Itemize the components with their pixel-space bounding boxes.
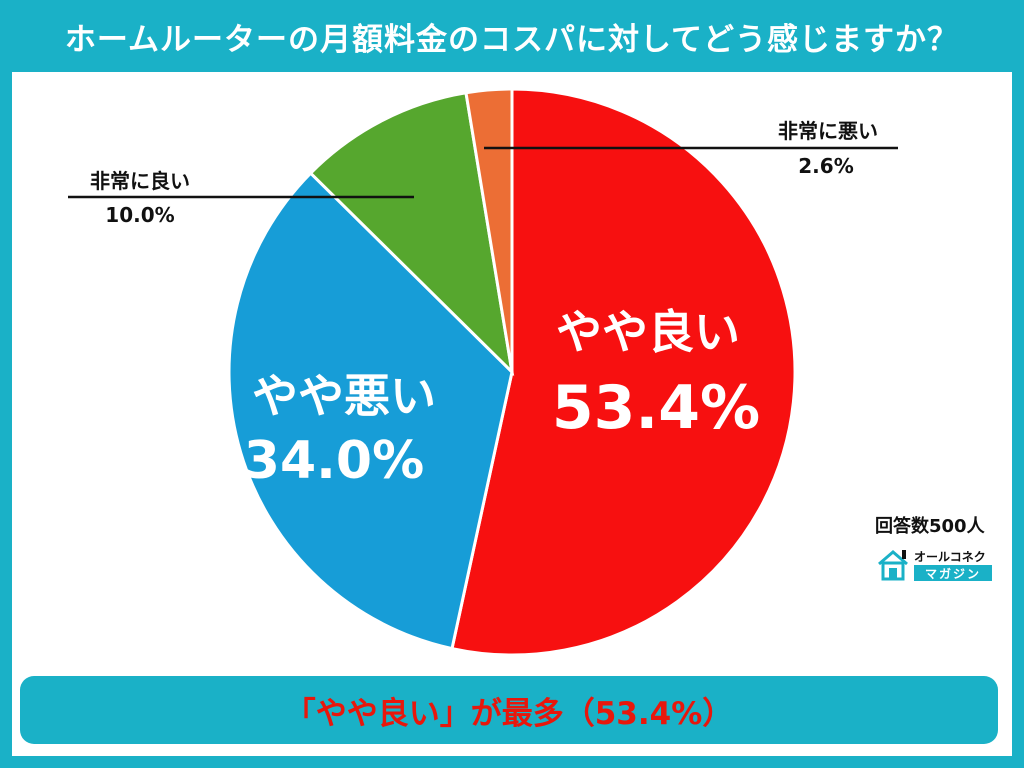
slice-label-name-1: やや悪い xyxy=(252,369,436,423)
slice-label-value-0: 53.4% xyxy=(552,373,760,443)
logo-line2: マガジン xyxy=(914,565,992,581)
slice-label-value-1: 34.0% xyxy=(244,431,424,491)
brand-logo: オールコネクト マガジン xyxy=(876,548,996,584)
slice-label-value-3: 2.6% xyxy=(798,154,853,178)
summary-text: 「やや良い」が最多（53.4%） xyxy=(284,695,734,732)
house-icon xyxy=(878,550,908,581)
pie-slice-3 xyxy=(464,87,514,373)
slice-label-name-2: 非常に良い xyxy=(90,169,190,193)
slice-label-value-2: 10.0% xyxy=(105,203,174,227)
respondent-count: 回答数500人 xyxy=(875,516,985,537)
chart-title: ホームルーターの月額料金のコスパに対してどう感じますか？ xyxy=(64,21,960,58)
slice-label-name-0: やや良い xyxy=(556,305,740,359)
pie-slice-2 xyxy=(308,91,515,377)
summary-banner: 「やや良い」が最多（53.4%） xyxy=(20,676,998,744)
slice-label-name-3: 非常に悪い xyxy=(778,119,878,143)
pie-slice-0 xyxy=(450,87,797,657)
pie-slice-1 xyxy=(227,171,514,651)
